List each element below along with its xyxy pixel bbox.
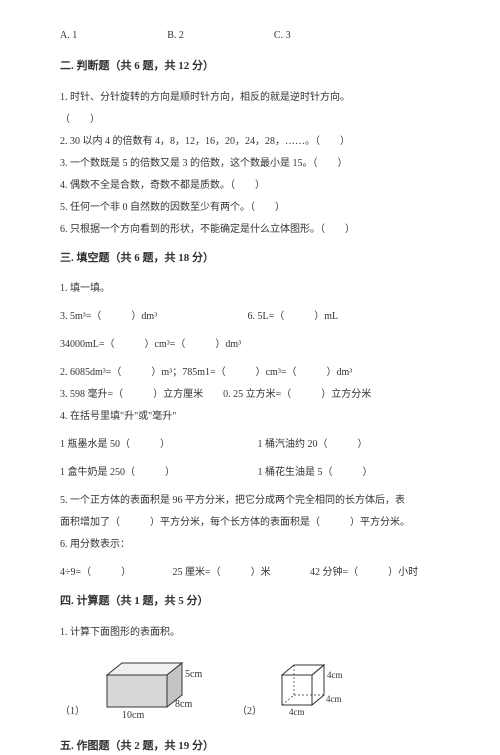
judge-5: 5. 任何一个非 0 自然数的因数至少有两个。（ ）	[60, 200, 450, 216]
fill-r6b: 1 桶汽油约 20（ ）	[258, 439, 368, 450]
fill-r7a: 1 盒牛奶是 250（ ）	[60, 465, 255, 481]
fill-r1: 3. 5m³=（ ）dm³ 6. 5L=（ ）mL	[60, 309, 450, 325]
fill-r5: 4. 在括号里填"升"或"毫升"	[60, 409, 450, 425]
fill-r1b: 6. 5L=（ ）mL	[248, 311, 339, 322]
cube-icon: 4cm 4cm 4cm	[274, 660, 354, 720]
svg-text:4cm: 4cm	[326, 694, 342, 704]
fill-r10a: 4÷9=（ ）	[60, 565, 170, 581]
fill-r4: 3. 598 毫升=（ ）立方厘米 0. 25 立方米=（ ）立方分米	[60, 387, 450, 403]
fill-r6: 1 瓶墨水是 50（ ） 1 桶汽油约 20（ ）	[60, 437, 450, 453]
fill-r8b: 面积增加了（ ）平方分米，每个长方体的表面积是（ ）平方分米。	[60, 515, 450, 531]
fill-r6a: 1 瓶墨水是 50（ ）	[60, 437, 255, 453]
option-c: C. 3	[274, 28, 291, 44]
svg-text:5cm: 5cm	[185, 669, 202, 680]
judge-1b: （ ）	[60, 112, 450, 128]
svg-text:4cm: 4cm	[289, 707, 305, 717]
fill-r10: 4÷9=（ ） 25 厘米=（ ）米 42 分钟=（ ）小时	[60, 565, 450, 581]
fill-r2: 34000mL=（ ）cm³=（ ）dm³	[60, 337, 450, 353]
svg-text:4cm: 4cm	[327, 670, 343, 680]
option-a: A. 1	[60, 28, 77, 44]
judge-6: 6. 只根据一个方向看到的形状，不能确定是什么立体图形。（ ）	[60, 222, 450, 238]
judge-3: 3. 一个数既是 5 的倍数又是 3 的倍数，这个数最小是 15。（ ）	[60, 156, 450, 172]
section-2-header: 二. 判断题（共 6 题，共 12 分）	[60, 58, 450, 76]
fill-r3: 2. 6085dm³=（ ）m³；785m1=（ ）cm³=（ ）dm³	[60, 365, 450, 381]
fill-r8a: 5. 一个正方体的表面积是 96 平方分米，把它分成两个完全相同的长方体后，表	[60, 493, 450, 509]
cuboid-icon: 5cm 8cm 10cm	[97, 655, 207, 720]
section-5-header: 五. 作图题（共 2 题，共 19 分）	[60, 738, 450, 755]
fig1-label: （1）	[60, 704, 85, 720]
figure-1-group: （1） 5cm 8cm 10cm	[60, 655, 207, 720]
judge-2: 2. 30 以内 4 的倍数有 4，8，12，16，20，24，28，……。（ …	[60, 134, 450, 150]
calc-q1: 1. 计算下面图形的表面积。	[60, 625, 450, 641]
svg-text:8cm: 8cm	[175, 699, 192, 710]
judge-1a: 1. 时针、分针旋转的方向是顺时针方向，相反的就是逆时针方向。	[60, 90, 450, 106]
mc-options-row: A. 1 B. 2 C. 3	[60, 28, 450, 44]
section-4-header: 四. 计算题（共 1 题，共 5 分）	[60, 593, 450, 611]
section-3-header: 三. 填空题（共 6 题，共 18 分）	[60, 250, 450, 268]
fill-r10b: 25 厘米=（ ）米	[173, 565, 308, 581]
fill-r7b: 1 桶花生油是 5（ ）	[258, 467, 373, 478]
fill-r1a: 3. 5m³=（ ）dm³	[60, 309, 245, 325]
fill-r10c: 42 分钟=（ ）小时	[310, 567, 418, 578]
judge-4: 4. 偶数不全是合数，奇数不都是质数。（ ）	[60, 178, 450, 194]
figures-row: （1） 5cm 8cm 10cm （2） 4cm 4cm 4cm	[60, 655, 450, 720]
figure-2-group: （2） 4cm 4cm 4cm	[237, 660, 354, 720]
option-b: B. 2	[167, 28, 184, 44]
fill-q1: 1. 填一填。	[60, 281, 450, 297]
fill-r7: 1 盒牛奶是 250（ ） 1 桶花生油是 5（ ）	[60, 465, 450, 481]
fig2-label: （2）	[237, 704, 262, 720]
svg-text:10cm: 10cm	[122, 710, 144, 720]
fill-r9: 6. 用分数表示：	[60, 537, 450, 553]
